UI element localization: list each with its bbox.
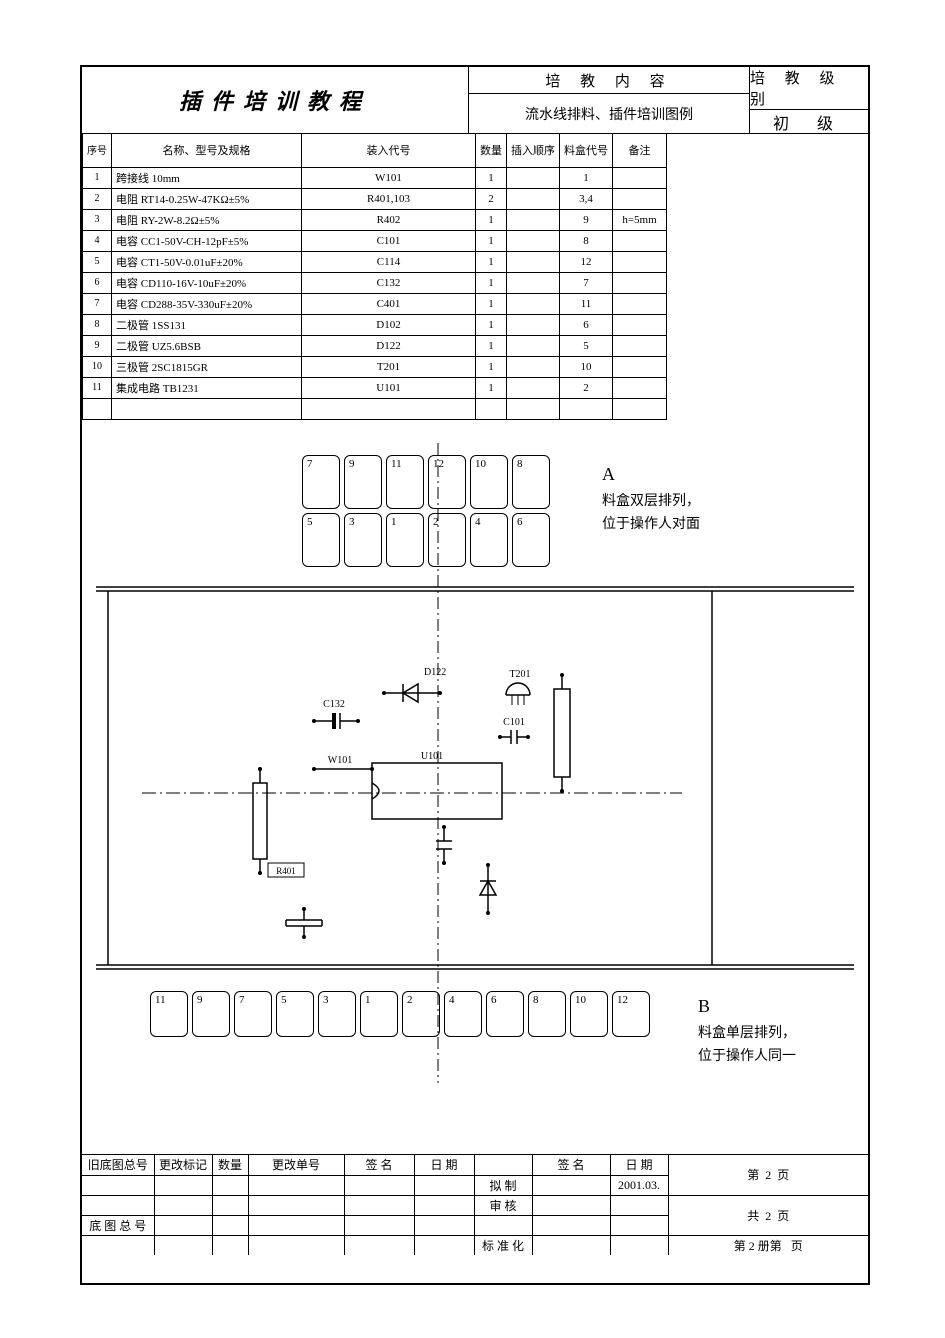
label-b-line2: 位于操作人同一 bbox=[698, 1049, 796, 1064]
label-a-line1: 料盒双层排列， bbox=[602, 494, 700, 509]
label-c132: C132 bbox=[323, 699, 345, 710]
col-qty: 数量 bbox=[476, 133, 507, 167]
box-layout-b: 119753124681012 bbox=[150, 991, 650, 1037]
level-label: 培 教 级 别 bbox=[750, 67, 868, 110]
material-box: 8 bbox=[512, 455, 550, 509]
f-basenum: 底 图 总 号 bbox=[82, 1215, 154, 1235]
f-date1: 日 期 bbox=[414, 1155, 474, 1175]
material-box: 8 bbox=[528, 991, 566, 1037]
f-page: 第 2 页 bbox=[668, 1155, 868, 1195]
material-box: 2 bbox=[428, 513, 466, 567]
f-sign2: 签 名 bbox=[532, 1155, 610, 1175]
col-box: 料盒代号 bbox=[560, 133, 613, 167]
material-box: 7 bbox=[302, 455, 340, 509]
annotation-a: A 料盒双层排列， 位于操作人对面 bbox=[602, 459, 700, 537]
table-row: 10三极管 2SC1815GRT201110 bbox=[83, 356, 667, 377]
f-draft-date: 2001.03. bbox=[610, 1175, 668, 1195]
material-box: 4 bbox=[470, 513, 508, 567]
material-box: 3 bbox=[344, 513, 382, 567]
label-b: B bbox=[698, 996, 710, 1016]
label-t201: T201 bbox=[509, 669, 530, 680]
table-row: 2电阻 RT14-0.25W-47KΩ±5%R401,10323,4 bbox=[83, 188, 667, 209]
material-box: 11 bbox=[150, 991, 188, 1037]
col-name: 名称、型号及规格 bbox=[112, 133, 302, 167]
f-sign1: 签 名 bbox=[344, 1155, 414, 1175]
table-row: 8二极管 1SS131D10216 bbox=[83, 314, 667, 335]
material-box: 1 bbox=[386, 513, 424, 567]
material-box: 12 bbox=[428, 455, 466, 509]
material-box: 11 bbox=[386, 455, 424, 509]
drawing-frame: 插件培训教程 培 教 内 容 流水线排料、插件培训图例 培 教 级 别 初 级 … bbox=[80, 65, 870, 1285]
doc-title: 插件培训教程 bbox=[82, 67, 469, 133]
label-u101: U101 bbox=[421, 751, 443, 762]
table-row: 9二极管 UZ5.6BSBD12215 bbox=[83, 335, 667, 356]
table-row: 3电阻 RY-2W-8.2Ω±5%R40219h=5mm bbox=[83, 209, 667, 230]
col-note: 备注 bbox=[613, 133, 667, 167]
material-box: 4 bbox=[444, 991, 482, 1037]
f-date2: 日 期 bbox=[610, 1155, 668, 1175]
header: 插件培训教程 培 教 内 容 流水线排料、插件培训图例 培 教 级 别 初 级 bbox=[82, 67, 868, 134]
material-box: 9 bbox=[344, 455, 382, 509]
material-box: 5 bbox=[302, 513, 340, 567]
table-row bbox=[83, 398, 667, 419]
table-row: 1跨接线 10mmW10111 bbox=[83, 167, 667, 188]
col-seq: 序号 bbox=[83, 133, 112, 167]
f-chgnum: 更改单号 bbox=[248, 1155, 344, 1175]
material-box: 3 bbox=[318, 991, 356, 1037]
material-box: 9 bbox=[192, 991, 230, 1037]
f-draft: 拟 制 bbox=[474, 1175, 532, 1195]
level-value: 初 级 bbox=[750, 110, 868, 134]
table-row: 4电容 CC1-50V-CH-12pF±5%C10118 bbox=[83, 230, 667, 251]
content-value: 流水线排料、插件培训图例 bbox=[469, 94, 749, 133]
table-row: 7电容 CD288-35V-330uF±20%C401111 bbox=[83, 293, 667, 314]
f-oldnum: 旧底图总号 bbox=[82, 1155, 154, 1175]
label-c101: C101 bbox=[503, 717, 525, 728]
material-box: 12 bbox=[612, 991, 650, 1037]
label-d122: D122 bbox=[424, 667, 446, 678]
col-code: 装入代号 bbox=[302, 133, 476, 167]
table-row: 5电容 CT1-50V-0.01uF±20%C114112 bbox=[83, 251, 667, 272]
label-w101: W101 bbox=[328, 755, 352, 766]
material-box: 7 bbox=[234, 991, 272, 1037]
annotation-b: B 料盒单层排列， 位于操作人同一 bbox=[698, 991, 796, 1069]
f-qty: 数量 bbox=[212, 1155, 248, 1175]
f-total: 共 2 页 bbox=[668, 1195, 868, 1235]
material-box: 5 bbox=[276, 991, 314, 1037]
f-vol: 第 2 册第 页 bbox=[668, 1235, 868, 1255]
box-layout-a: 791112108 531246 bbox=[302, 455, 550, 567]
title-block: 旧底图总号 更改标记 数量 更改单号 签 名 日 期 签 名 日 期 第 2 页 bbox=[82, 1154, 868, 1283]
f-blank bbox=[474, 1155, 532, 1175]
f-check: 审 核 bbox=[474, 1195, 532, 1215]
label-b-line1: 料盒单层排列， bbox=[698, 1026, 796, 1041]
f-chgmark: 更改标记 bbox=[154, 1155, 212, 1175]
col-ord: 插入顺序 bbox=[507, 133, 560, 167]
material-box: 10 bbox=[570, 991, 608, 1037]
material-box: 6 bbox=[486, 991, 524, 1037]
parts-table: 序号 名称、型号及规格 装入代号 数量 插入顺序 料盒代号 备注 1跨接线 10… bbox=[82, 133, 667, 420]
label-a: A bbox=[602, 464, 615, 484]
table-row: 11集成电路 TB1231U10112 bbox=[83, 377, 667, 398]
label-r401: R401 bbox=[276, 866, 296, 876]
material-box: 2 bbox=[402, 991, 440, 1037]
label-a-line2: 位于操作人对面 bbox=[602, 517, 700, 532]
f-std: 标 准 化 bbox=[474, 1235, 532, 1255]
content-label: 培 教 内 容 bbox=[469, 67, 749, 94]
table-row: 6电容 CD110-16V-10uF±20%C13217 bbox=[83, 272, 667, 293]
material-box: 1 bbox=[360, 991, 398, 1037]
schematic-diagram: U101 W101 D122 bbox=[82, 583, 868, 973]
material-box: 6 bbox=[512, 513, 550, 567]
material-box: 10 bbox=[470, 455, 508, 509]
